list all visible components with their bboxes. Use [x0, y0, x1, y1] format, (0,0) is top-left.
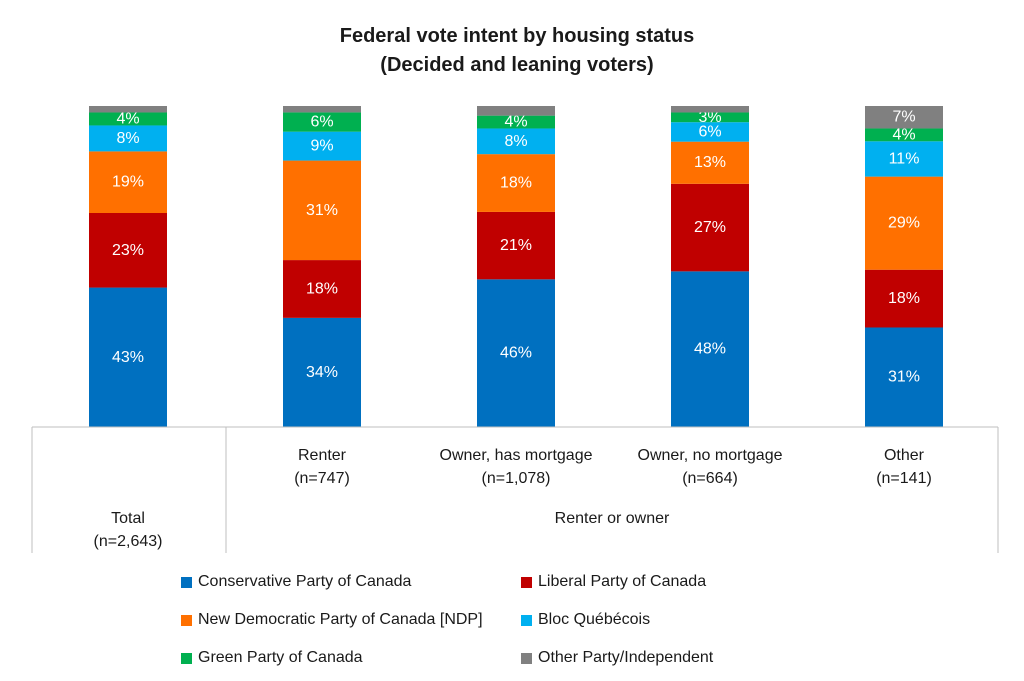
data-label-owner-has-mortgage-new-democratic-party-of-canada-ndp: 18% [500, 175, 532, 192]
bar-segment-total-conservative-party-of-canada [89, 287, 167, 427]
data-label-other-bloc-qu-b-cois: 11% [889, 150, 920, 167]
bar-segment-owner-no-mortgage-other-party-independent [671, 106, 749, 113]
data-label-renter-bloc-qu-b-cois: 9% [310, 138, 333, 155]
bar-segment-total-liberal-party-of-canada [89, 213, 167, 288]
bar-segment-other-liberal-party-of-canada [865, 269, 943, 328]
bar-segment-other-bloc-qu-b-cois [865, 141, 943, 177]
data-label-renter-liberal-party-of-canada: 18% [306, 280, 338, 297]
data-label-total-bloc-qu-b-cois: 8% [116, 130, 139, 147]
legend-swatch [521, 614, 532, 626]
bar-segment-owner-has-mortgage-liberal-party-of-canada [477, 211, 555, 280]
legend-item: New Democratic Party of Canada [NDP] [181, 609, 483, 631]
bar-segment-total-green-party-of-canada [89, 112, 167, 126]
bar-segment-other-new-democratic-party-of-canada-ndp [865, 176, 943, 270]
legend: Conservative Party of Canada Liberal Part… [181, 571, 781, 671]
legend-swatch [521, 652, 532, 664]
bar-segment-owner-no-mortgage-new-democratic-party-of-canada-ndp [671, 141, 749, 184]
legend-label: Liberal Party of Canada [538, 573, 707, 590]
bar-segment-renter-liberal-party-of-canada [283, 260, 361, 318]
chart-title-block: Federal vote intent by housing status (D… [0, 22, 1024, 80]
bar-segment-other-other-party-independent [865, 106, 943, 129]
legend-label: Conservative Party of Canada [198, 573, 412, 590]
data-label-total-conservative-party-of-canada: 43% [112, 349, 144, 366]
legend-label: Green Party of Canada [198, 649, 363, 666]
data-label-total-green-party-of-canada: 4% [116, 110, 139, 127]
data-label-owner-has-mortgage-green-party-of-canada: 4% [504, 114, 527, 131]
chart-title: Federal vote intent by housing status [339, 25, 695, 47]
bar-segment-other-conservative-party-of-canada [865, 327, 943, 427]
legend-swatch [181, 652, 192, 664]
data-label-owner-no-mortgage-conservative-party-of-canada: 48% [694, 341, 726, 358]
legend-swatch [181, 614, 192, 626]
category-n-label: (n=747) [294, 470, 350, 487]
data-label-other-liberal-party-of-canada: 18% [888, 290, 920, 307]
bar-segment-total-new-democratic-party-of-canada-ndp [89, 151, 167, 213]
bar-segment-total-other-party-independent [89, 106, 167, 113]
category-n-label: (n=1,078) [482, 470, 551, 487]
legend-label: New Democratic Party of Canada [NDP] [198, 611, 483, 628]
data-label-owner-no-mortgage-bloc-qu-b-cois: 6% [698, 123, 721, 140]
bar-segment-renter-new-democratic-party-of-canada-ndp [283, 160, 361, 261]
bar-segment-renter-conservative-party-of-canada [283, 317, 361, 427]
legend-item: Bloc Québécois [521, 609, 650, 631]
bars-layer: 43% 23% 19% 8% 4% 34% 18% 31% 9% 6% 46% 21% 18% 8% 4% 4… [89, 106, 943, 427]
data-label-total-liberal-party-of-canada: 23% [112, 242, 144, 259]
category-n-label: (n=2,643) [94, 533, 163, 550]
legend-swatch [181, 576, 192, 588]
category-label: Owner, has mortgage [440, 447, 593, 464]
data-label-total-new-democratic-party-of-canada-ndp: 19% [112, 174, 144, 191]
category-label: Owner, no mortgage [638, 447, 783, 464]
chart-subtitle: (Decided and leaning voters) [380, 54, 654, 76]
category-label: Other [884, 447, 925, 464]
bar-segment-renter-bloc-qu-b-cois [283, 131, 361, 161]
bar-segment-renter-green-party-of-canada [283, 112, 361, 132]
data-label-renter-new-democratic-party-of-canada-ndp: 31% [306, 202, 338, 219]
category-label: Renter [298, 447, 347, 464]
bar-segment-owner-no-mortgage-green-party-of-canada [671, 112, 749, 123]
bar-segment-owner-has-mortgage-other-party-independent [477, 106, 555, 116]
category-n-label: (n=664) [682, 470, 738, 487]
data-label-other-green-party-of-canada: 4% [892, 126, 915, 143]
bar-segment-renter-other-party-independent [283, 106, 361, 113]
legend-item: Conservative Party of Canada [181, 571, 411, 593]
legend-label: Bloc Québécois [538, 611, 651, 628]
bar-segment-owner-no-mortgage-bloc-qu-b-cois [671, 122, 749, 142]
legend-swatch [521, 576, 532, 588]
data-label-owner-has-mortgage-bloc-qu-b-cois: 8% [504, 133, 527, 150]
data-label-owner-no-mortgage-liberal-party-of-canada: 27% [694, 219, 726, 236]
data-label-owner-no-mortgage-new-democratic-party-of-canada-ndp: 13% [694, 154, 726, 171]
category-n-label: (n=141) [876, 470, 932, 487]
data-label-owner-has-mortgage-liberal-party-of-canada: 21% [500, 237, 532, 254]
data-label-renter-green-party-of-canada: 6% [310, 114, 333, 131]
data-label-renter-conservative-party-of-canada: 34% [306, 364, 338, 381]
legend-item: Liberal Party of Canada [521, 571, 706, 593]
category-axis: Total (n=2,643) Renter (n=747) Owner, has mo… [31, 426, 999, 553]
category-label: Total [111, 510, 145, 527]
data-label-other-new-democratic-party-of-canada-ndp: 29% [888, 215, 920, 232]
data-label-other-conservative-party-of-canada: 31% [888, 369, 920, 386]
data-label-other-other-party-independent: 7% [892, 109, 915, 126]
bar-segment-owner-no-mortgage-liberal-party-of-canada [671, 183, 749, 272]
bar-segment-owner-no-mortgage-conservative-party-of-canada [671, 271, 749, 427]
data-label-owner-has-mortgage-conservative-party-of-canada: 46% [500, 345, 532, 362]
bar-segment-owner-has-mortgage-new-democratic-party-of-canada-ndp [477, 154, 555, 212]
data-label-owner-no-mortgage-green-party-of-canada: 3% [698, 109, 721, 126]
bar-segment-owner-has-mortgage-bloc-qu-b-cois [477, 128, 555, 155]
group-label: Renter or owner [555, 510, 670, 527]
bar-segment-other-green-party-of-canada [865, 128, 943, 142]
legend-item: Other Party/Independent [521, 647, 713, 669]
bar-segment-total-bloc-qu-b-cois [89, 125, 167, 152]
bar-segment-owner-has-mortgage-conservative-party-of-canada [477, 279, 555, 427]
legend-item: Green Party of Canada [181, 647, 363, 669]
bar-segment-owner-has-mortgage-green-party-of-canada [477, 115, 555, 129]
legend-label: Other Party/Independent [538, 649, 714, 666]
